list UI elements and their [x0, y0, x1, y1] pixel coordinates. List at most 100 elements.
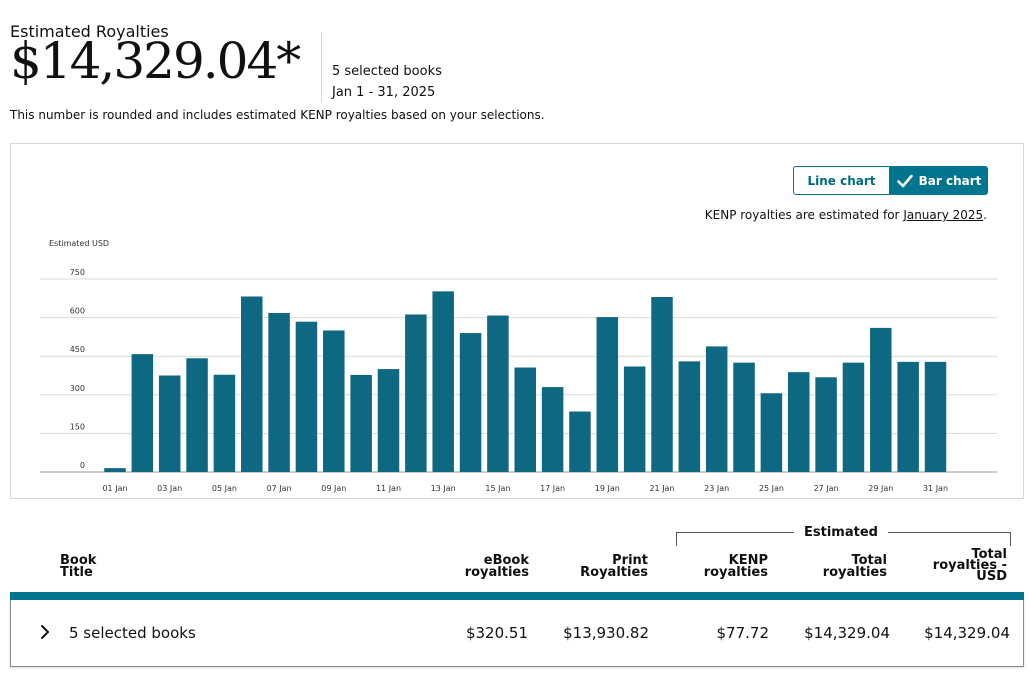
bar — [158, 375, 181, 472]
row-total-royalties: $14,329.04 — [804, 624, 890, 642]
x-tick-label: 29 Jan — [868, 484, 893, 493]
chevron-right-icon[interactable] — [37, 622, 53, 642]
date-range: Jan 1 - 31, 2025 — [332, 85, 436, 100]
rounding-note: This number is rounded and includes esti… — [10, 108, 545, 122]
table-header: Estimated Book Title eBook royalties Pri… — [10, 520, 1024, 592]
y-tick-label: 0 — [80, 461, 85, 470]
bar — [815, 377, 837, 472]
row-print-royalties: $13,930.82 — [563, 624, 649, 642]
summary-label: Estimated Royalties — [10, 22, 169, 41]
x-tick-label: 23 Jan — [704, 484, 729, 493]
y-axis-title: Estimated USD — [49, 239, 110, 248]
y-tick-label: 300 — [70, 384, 85, 393]
x-tick-label: 19 Jan — [595, 484, 620, 493]
header-ebook-royalties[interactable]: eBook royalties — [464, 553, 529, 580]
y-tick-label: 450 — [70, 345, 85, 354]
bar — [104, 468, 126, 472]
bar — [651, 297, 673, 472]
bar-chart-button[interactable]: Bar chart — [890, 166, 988, 195]
x-tick-label: 15 Jan — [485, 484, 510, 493]
bar — [842, 362, 865, 472]
row-ebook-royalties: $320.51 — [465, 624, 528, 642]
kenp-note-suffix: . — [983, 208, 987, 222]
estimated-label: Estimated — [794, 525, 888, 540]
header-kenp-line1: KENP — [728, 553, 768, 568]
bar — [678, 361, 701, 472]
header-total-usd-line3: USD — [976, 569, 1007, 584]
table-header-divider — [10, 592, 1024, 600]
header-print-royalties[interactable]: Print Royalties — [580, 553, 648, 580]
header-total-usd-line2: royalties - — [932, 558, 1007, 573]
bar — [705, 346, 728, 472]
header-kenp-line2: royalties — [703, 565, 768, 580]
header-book-line1: Book — [60, 553, 97, 568]
x-tick-label: 11 Jan — [376, 484, 401, 493]
header-book-title[interactable]: Book Title — [60, 553, 97, 580]
bar — [870, 327, 892, 472]
line-chart-label: Line chart — [807, 173, 876, 188]
y-tick-label: 750 — [70, 268, 85, 277]
bar — [623, 366, 646, 472]
bar — [487, 315, 509, 472]
header-total-usd-line1: Total — [971, 547, 1007, 562]
kenp-month-link[interactable]: January 2025 — [903, 208, 984, 222]
bar — [924, 361, 947, 472]
x-tick-label: 25 Jan — [759, 484, 784, 493]
bar — [514, 367, 536, 472]
chart-type-toggle: Line chart Bar chart — [793, 166, 988, 195]
bar — [760, 393, 783, 472]
y-tick-label: 600 — [70, 307, 85, 316]
bar — [541, 387, 564, 472]
bar — [213, 374, 236, 472]
bar — [405, 314, 427, 472]
table-row: 5 selected books $320.51 $13,930.82 $77.… — [10, 600, 1024, 667]
header-print-line1: Print — [612, 553, 648, 568]
x-tick-label: 31 Jan — [923, 484, 948, 493]
x-tick-label: 01 Jan — [102, 484, 127, 493]
bar — [897, 361, 919, 472]
kenp-note-text: KENP royalties are estimated for — [704, 208, 904, 222]
bar — [569, 411, 591, 472]
bar — [788, 372, 810, 472]
header-total-royalties-usd[interactable]: Total royalties - USD — [932, 547, 1007, 584]
row-total-royalties-usd: $14,329.04 — [924, 624, 1010, 642]
row-kenp-royalties: $77.72 — [716, 624, 770, 642]
bar — [596, 317, 619, 472]
x-tick-label: 21 Jan — [649, 484, 674, 493]
x-tick-label: 05 Jan — [212, 484, 237, 493]
bar — [323, 330, 345, 472]
bar — [350, 374, 372, 472]
bar — [295, 321, 318, 472]
bar — [377, 369, 400, 472]
x-tick-label: 09 Jan — [321, 484, 346, 493]
x-tick-label: 03 Jan — [157, 484, 182, 493]
chart-card: Line chart Bar chart KENP royalties are … — [10, 143, 1024, 499]
bar — [432, 291, 454, 472]
bar — [733, 362, 755, 472]
bar — [241, 296, 263, 472]
header-print-line2: Royalties — [580, 565, 648, 580]
header-book-line2: Title — [60, 565, 93, 580]
royalties-total-amount: $14,329.04* — [10, 32, 301, 90]
header-ebook-line2: royalties — [464, 565, 529, 580]
y-tick-label: 150 — [70, 422, 85, 431]
header-ebook-line1: eBook — [483, 553, 529, 568]
x-tick-label: 17 Jan — [540, 484, 565, 493]
bar-chart-label: Bar chart — [918, 173, 982, 188]
checkmark-icon — [896, 174, 913, 187]
x-tick-label: 07 Jan — [267, 484, 292, 493]
selected-books-count: 5 selected books — [332, 64, 442, 79]
bar — [131, 354, 154, 472]
header-total-royalties[interactable]: Total royalties — [823, 553, 887, 579]
summary-divider — [321, 32, 322, 102]
header-kenp-royalties[interactable]: KENP royalties — [703, 553, 768, 580]
header-total-line1: Total — [851, 553, 887, 568]
line-chart-button[interactable]: Line chart — [793, 166, 890, 195]
royalties-bar-chart: 0 150 300 450 600 750 01 Jan 03 Jan 05 Jan 07 Jan… — [40, 268, 997, 493]
bar — [459, 333, 482, 472]
x-tick-label: 13 Jan — [431, 484, 456, 493]
bar — [186, 358, 208, 472]
x-tick-label: 27 Jan — [814, 484, 839, 493]
row-book-title[interactable]: 5 selected books — [69, 624, 196, 642]
kenp-estimate-note: KENP royalties are estimated for January… — [705, 208, 987, 222]
